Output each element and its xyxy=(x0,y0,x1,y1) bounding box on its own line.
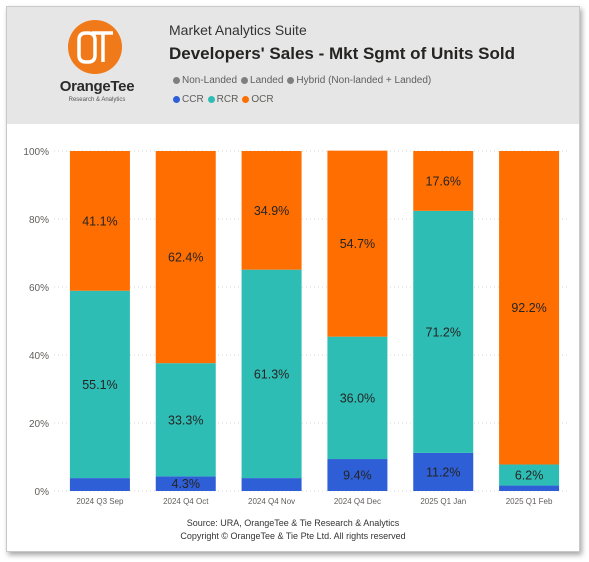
bar-segment-ocr xyxy=(327,150,388,337)
data-label: 61.3% xyxy=(254,367,289,381)
legend-row-market-segment: CCR RCR OCR xyxy=(173,94,278,105)
bar-segment-ocr xyxy=(413,151,474,211)
legend-label: Landed xyxy=(250,75,284,86)
x-tick-label: 2024 Q4 Dec xyxy=(334,497,381,506)
bar-segment-ocr xyxy=(499,151,560,465)
bar-segment-ocr xyxy=(241,151,302,270)
bar-segment-ccr xyxy=(69,478,130,491)
data-label: 36.0% xyxy=(340,391,375,405)
logo-mark-icon xyxy=(77,31,113,64)
suite-name: Market Analytics Suite xyxy=(169,22,307,38)
stacked-bar-chart: 0% 20% 40% 60% 80% 100% 55.1% 41.1% 2024 Q3 Sep 4… xyxy=(23,147,569,506)
bar-segment-ocr xyxy=(155,151,216,364)
bar-segment-ccr xyxy=(327,459,388,491)
y-tick-label: 60% xyxy=(29,283,49,294)
legend-dot-icon xyxy=(287,77,295,84)
legend-item-rcr[interactable]: RCR xyxy=(207,94,239,105)
bar-segment-ccr xyxy=(155,476,216,491)
legend-item-ocr[interactable]: OCR xyxy=(242,94,274,105)
x-tick-label: 2024 Q3 Sep xyxy=(76,497,124,506)
y-tick-label: 40% xyxy=(29,351,49,362)
data-label: 62.4% xyxy=(168,251,203,265)
data-label: 55.1% xyxy=(82,378,117,392)
bar-segment-rcr xyxy=(241,269,302,479)
copyright-note: Copyright © OrangeTee & Tie Pte Ltd. All… xyxy=(180,531,406,541)
data-label: 17.6% xyxy=(426,174,461,188)
report-card: OrangeTee Research & Analytics Market An… xyxy=(6,6,580,552)
bar-segment-ccr xyxy=(413,452,474,491)
legend-label: CCR xyxy=(182,94,204,105)
bar-segment-rcr xyxy=(69,290,130,479)
legend-dot-icon xyxy=(173,77,180,84)
bar-segment-rcr xyxy=(327,336,388,460)
x-tick-label: 2024 Q4 Oct xyxy=(163,497,209,506)
y-tick-label: 100% xyxy=(23,147,49,158)
chart-title: Developers' Sales - Mkt Sgmt of Units So… xyxy=(169,44,516,63)
logo-wordmark: OrangeTee xyxy=(59,78,135,95)
y-tick-label: 0% xyxy=(35,487,50,498)
data-label: 11.2% xyxy=(426,465,461,479)
data-label: 4.3% xyxy=(172,477,201,491)
report-header: OrangeTee Research & Analytics Market An… xyxy=(7,7,579,124)
data-label: 6.2% xyxy=(515,469,544,483)
legend-dot-icon xyxy=(241,77,249,84)
x-tick-label: 2024 Q4 Nov xyxy=(248,497,295,506)
bar-segment-ocr xyxy=(69,151,130,291)
bar-segment-ccr xyxy=(241,478,302,491)
x-tick-label: 2025 Q1 Jan xyxy=(420,497,466,506)
y-tick-label: 80% xyxy=(29,215,49,226)
data-label: 54.7% xyxy=(340,237,375,251)
data-label: 71.2% xyxy=(426,325,461,339)
legend-label: Non-Landed xyxy=(182,75,238,86)
y-tick-label: 20% xyxy=(29,419,49,430)
legend-row-property-type: Non-Landed Landed Hybrid (Non-landed + L… xyxy=(173,75,435,86)
legend-dot-icon xyxy=(173,96,180,103)
bar-segment-rcr xyxy=(413,210,474,453)
bar-segment-rcr xyxy=(499,464,560,486)
data-label: 33.3% xyxy=(168,413,203,427)
logo-tagline: Research & Analytics xyxy=(68,97,126,103)
legend-dot-icon xyxy=(207,96,215,103)
legend-label: OCR xyxy=(251,94,274,105)
bar-segment-ccr xyxy=(499,485,560,491)
legend-item-ccr[interactable]: CCR xyxy=(173,94,204,105)
legend-dot-icon xyxy=(242,96,250,103)
source-note: Source: URA, OrangeTee & Tie Research & … xyxy=(186,518,400,528)
legend-item-landed[interactable]: Landed xyxy=(241,75,283,86)
legend-item-hybrid[interactable]: Hybrid (Non-landed + Landed) xyxy=(287,75,431,86)
data-label: 34.9% xyxy=(254,204,289,218)
legend-label: RCR xyxy=(216,94,239,105)
data-label: 92.2% xyxy=(511,301,546,315)
legend-label: Hybrid (Non-landed + Landed) xyxy=(296,75,432,86)
bar-segment-rcr xyxy=(155,363,216,477)
orangetee-logo xyxy=(68,20,122,74)
data-label: 9.4% xyxy=(343,469,372,483)
data-label: 41.1% xyxy=(82,214,117,228)
legend-item-non-landed[interactable]: Non-Landed xyxy=(173,75,237,86)
x-tick-label: 2025 Q1 Feb xyxy=(506,497,553,506)
